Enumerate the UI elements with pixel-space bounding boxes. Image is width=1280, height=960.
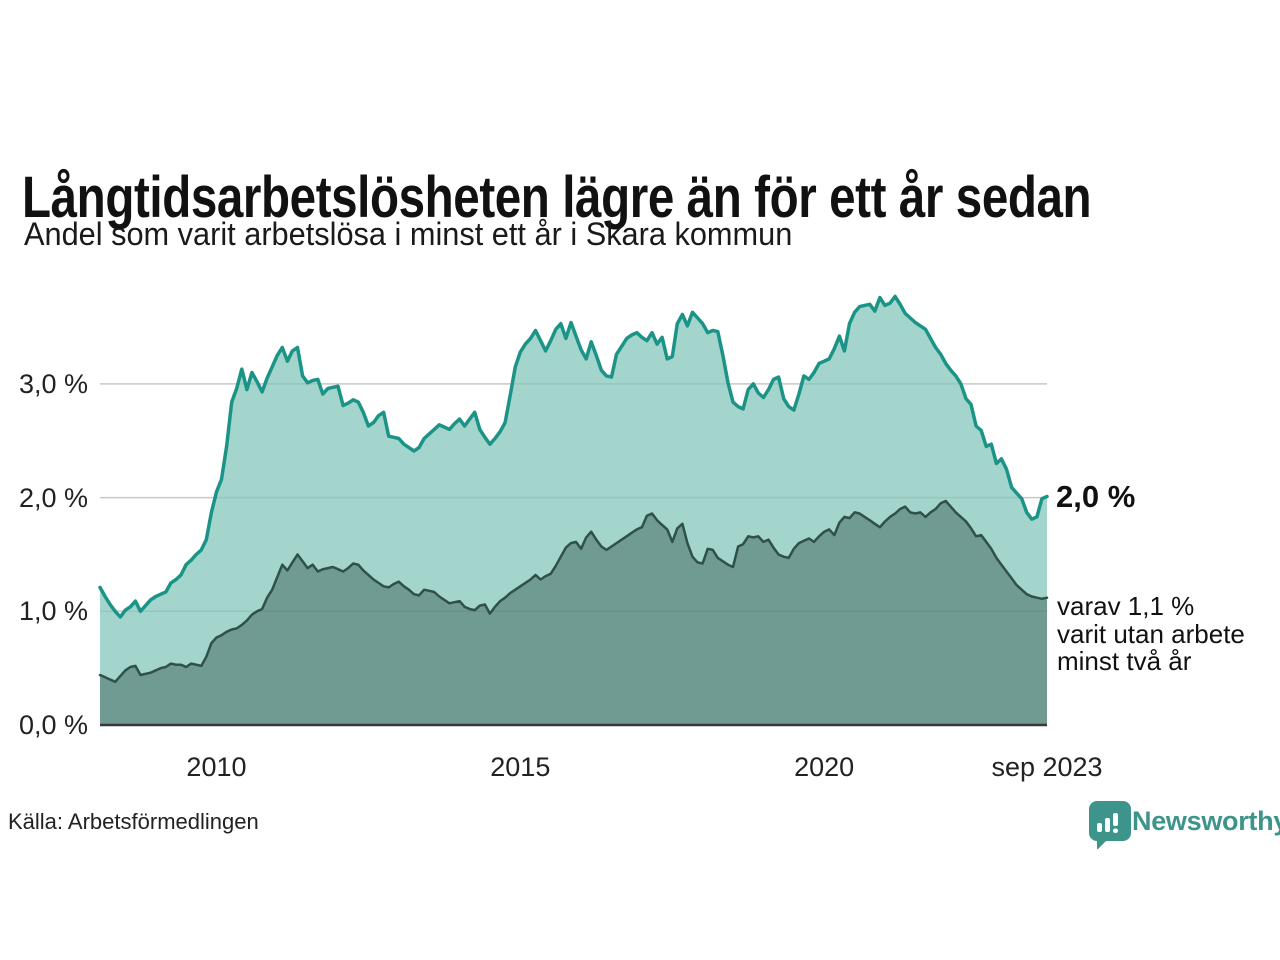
sub-series-annotation-line: minst två år <box>1057 646 1192 676</box>
y-axis-tick-label: 0,0 % <box>18 710 88 740</box>
area-min-two-years <box>100 501 1047 725</box>
y-axis-tick-label: 2,0 % <box>18 482 88 513</box>
x-axis-tick-label: 2010 <box>186 752 247 782</box>
sub-series-annotation-line: varit utan arbete <box>1057 618 1245 649</box>
sub-series-annotation: varav 1,1 % varit utan arbete minst två … <box>1057 591 1280 676</box>
line-min-two-years <box>98 499 1049 684</box>
newsworthy-logo-text: Newsworthy <box>1132 806 1280 836</box>
newsworthy-logo <box>1086 799 1276 850</box>
source-credit: Källa: Arbetsförmedlingen <box>8 809 259 834</box>
page-title: Långtidsarbetslösheten lägre än för ett … <box>22 164 1092 230</box>
line-min-one-year <box>98 294 1049 619</box>
sub-series-annotation-line: varav 1,1 % <box>1057 591 1195 621</box>
y-axis-tick-label: 3,0 % <box>18 368 88 399</box>
x-axis-tick-label: 2020 <box>794 752 855 782</box>
y-axis-tick-label: 1,0 % <box>18 596 88 627</box>
newsworthy-logo-icon <box>1089 801 1131 850</box>
x-axis-tick-label: sep 2023 <box>991 752 1103 782</box>
page-subtitle: Andel som varit arbetslösa i minst ett å… <box>24 216 793 252</box>
x-axis-tick-label: 2015 <box>490 752 551 782</box>
end-value-annotation: 2,0 % <box>1056 479 1136 514</box>
